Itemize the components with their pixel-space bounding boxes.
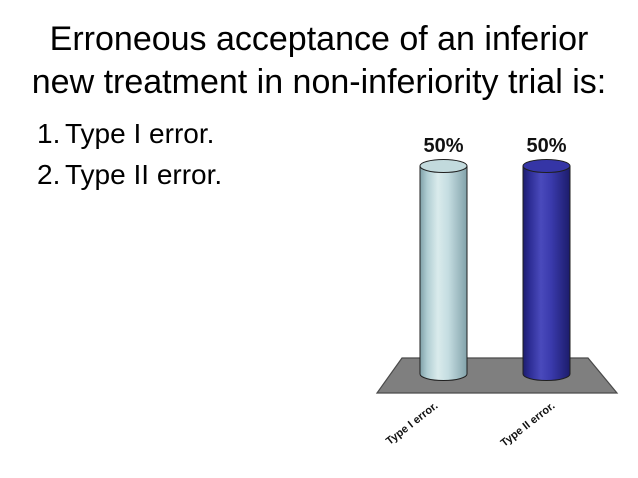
value-label: 50%	[526, 135, 566, 157]
cylinder-bar	[419, 165, 468, 381]
title-line-1: Erroneous acceptance of an inferior	[49, 20, 589, 58]
answer-list: 1. Type I error. 2. Type II error.	[37, 113, 222, 195]
poll-results-chart-svg: 50% Type I error. 50% Type II error.	[375, 135, 619, 450]
answer-item-2: 2. Type II error.	[37, 154, 222, 195]
answer-number: 2.	[37, 159, 61, 190]
poll-results-chart: 50% Type I error. 50% Type II error.	[360, 120, 638, 472]
value-label: 50%	[423, 135, 463, 157]
answer-label: Type II error.	[65, 159, 223, 190]
answer-label: Type I error.	[65, 118, 215, 149]
cylinder-bar	[522, 165, 571, 381]
answer-number: 1.	[37, 118, 61, 149]
cylinder-bar-top	[419, 159, 468, 173]
slide-title: Erroneous acceptance of an inferior new …	[0, 18, 638, 104]
category-label: Type II error.	[499, 400, 558, 450]
cylinder-bar-top	[522, 159, 571, 173]
title-line-2: new treatment in non-inferiority trial i…	[31, 63, 607, 101]
category-label: Type I error.	[384, 400, 440, 448]
answer-item-1: 1. Type I error.	[37, 113, 222, 154]
chart-floor	[375, 357, 619, 394]
